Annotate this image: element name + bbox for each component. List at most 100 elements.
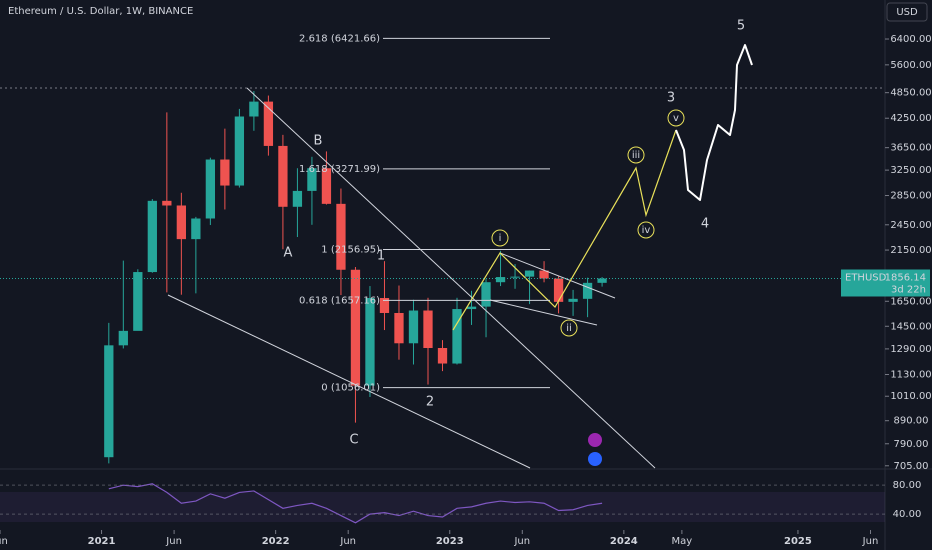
- wave-circle: [637, 221, 655, 239]
- currency-box[interactable]: [886, 2, 928, 22]
- rsi-line: [108, 483, 603, 524]
- wave-circle: [667, 109, 685, 127]
- candle-body: [423, 310, 433, 348]
- minor-wave-label: v: [673, 113, 679, 124]
- last-price-label: 1856.14: [885, 272, 926, 283]
- candle-body: [597, 278, 607, 283]
- wave-circle: [491, 229, 509, 247]
- fib-label: 2.618 (6421.66): [299, 33, 380, 44]
- rsi-tick-label: 80.00: [893, 480, 922, 491]
- rsi-tick-label: 40.00: [893, 509, 922, 520]
- candle-body: [104, 345, 114, 458]
- candle-body: [582, 282, 593, 299]
- wave-label: C: [349, 433, 358, 448]
- y-tick-label: 3650.00: [890, 143, 931, 154]
- y-tick-label: 705.00: [894, 461, 929, 472]
- fib-label: 0 (1056.01): [321, 383, 380, 394]
- y-tick-label: 2450.00: [890, 220, 931, 231]
- event-icon[interactable]: [588, 452, 602, 466]
- y-tick-label: 2150.00: [890, 245, 931, 256]
- candle-body: [292, 190, 303, 207]
- countdown-label: 3d 22h: [891, 284, 926, 295]
- fib-label: 0.618 (1657.16): [299, 295, 380, 306]
- y-tick-label: 6400.00: [890, 34, 931, 45]
- x-tick-label: Jun: [862, 536, 879, 547]
- candle-body: [510, 276, 520, 278]
- chart-title: Ethereum / U.S. Dollar, 1W, BINANCE: [8, 6, 193, 17]
- candle-body: [191, 218, 201, 240]
- y-tick-label: 1650.00: [890, 296, 931, 307]
- last-price-box: [841, 269, 930, 297]
- wave-label: A: [284, 246, 293, 261]
- y-tick-label: 2850.00: [890, 191, 931, 202]
- candle-body: [162, 200, 172, 206]
- y-tick-label: 890.00: [894, 416, 929, 427]
- x-tick-label: 2023: [436, 536, 464, 547]
- candle-body: [263, 101, 274, 146]
- candle-body: [307, 168, 317, 191]
- wedge-line: [499, 252, 616, 299]
- y-tick-label: 1010.00: [890, 391, 931, 402]
- wave-label: 1: [377, 249, 385, 264]
- candle-body: [408, 310, 419, 344]
- y-tick-label: 1130.00: [890, 370, 931, 381]
- y-tick-label: 3250.00: [890, 165, 931, 176]
- x-tick-label: 2022: [262, 536, 290, 547]
- x-tick-label: 2025: [784, 536, 812, 547]
- y-tick-label: 1290.00: [890, 344, 931, 355]
- minor-wave-label: iii: [632, 150, 640, 161]
- candle-body: [234, 116, 245, 186]
- candle-body: [350, 269, 361, 386]
- currency[interactable]: USD: [896, 7, 918, 18]
- projection-path: [452, 129, 677, 331]
- candle-body: [466, 306, 477, 310]
- wave-label: 2: [426, 395, 434, 410]
- symbol-label: ETHUSD: [845, 272, 887, 283]
- candle-body: [452, 309, 462, 364]
- candle-body: [118, 330, 128, 346]
- y-tick-label: 4850.00: [890, 88, 931, 99]
- wedge-line: [489, 299, 598, 326]
- wave-label: 5: [737, 19, 745, 34]
- candle-body: [379, 298, 390, 313]
- candle-body: [147, 200, 157, 273]
- fib-label: 1.618 (3271.99): [299, 164, 380, 175]
- x-tick-label: May: [672, 536, 693, 547]
- candle-body: [321, 168, 332, 204]
- wave-label: 4: [701, 217, 709, 232]
- hand-drawn-path: [675, 44, 753, 201]
- candle-body: [495, 277, 506, 283]
- wave-circle: [627, 146, 645, 164]
- candle-body: [539, 270, 549, 279]
- x-tick-label: 2024: [610, 536, 638, 547]
- minor-wave-label: i: [499, 233, 502, 244]
- x-tick-label: Jun: [339, 536, 356, 547]
- minor-wave-label: iv: [642, 225, 651, 236]
- y-tick-label: 4250.00: [890, 113, 931, 124]
- candle-body: [176, 205, 186, 240]
- y-tick-label: 790.00: [894, 439, 929, 450]
- trend-line: [167, 294, 531, 469]
- candle-body: [481, 282, 491, 307]
- x-tick-label: 2021: [88, 536, 116, 547]
- candle-body: [133, 272, 143, 331]
- y-tick-label: 1450.00: [890, 321, 931, 332]
- event-icon[interactable]: [588, 433, 602, 447]
- x-tick-label: Jun: [0, 536, 8, 547]
- candle-body: [437, 347, 448, 364]
- candle-body: [278, 145, 288, 207]
- candle-body: [568, 298, 578, 302]
- candle-body: [336, 203, 346, 270]
- candle-body: [365, 298, 375, 386]
- candle-body: [524, 270, 535, 277]
- candle-body: [220, 159, 230, 186]
- plot: [104, 91, 607, 524]
- x-tick-label: Jun: [165, 536, 182, 547]
- wave-label: 3: [667, 91, 675, 106]
- wave-label: B: [314, 134, 323, 149]
- candle-body: [553, 278, 564, 302]
- x-tick-label: Jun: [513, 536, 530, 547]
